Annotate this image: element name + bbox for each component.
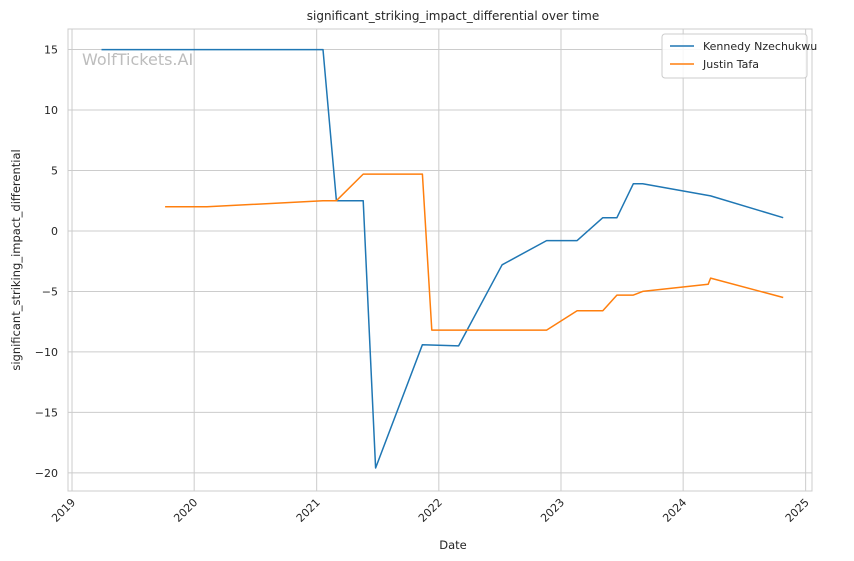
legend-box — [661, 33, 808, 79]
x-tick-label: 2019 — [49, 496, 78, 525]
y-tick-label: 10 — [44, 104, 58, 117]
y-tick-label: 5 — [51, 165, 58, 178]
series-lines — [101, 48, 784, 469]
legend-label-kennedy: Kennedy Nzechukwu — [703, 40, 817, 53]
x-tick-label: 2021 — [294, 496, 323, 525]
plot-area — [67, 28, 813, 492]
x-axis-title: Date — [439, 538, 467, 552]
series-line-kennedy — [101, 48, 784, 469]
chart-title: significant_striking_impact_differential… — [307, 9, 599, 23]
y-tick-label: 15 — [44, 44, 58, 57]
x-tick-label: 2025 — [783, 496, 812, 525]
grid-lines — [68, 29, 812, 491]
x-tick-label: 2020 — [171, 496, 200, 525]
y-tick-labels: 15 10 5 0 −5 −10 −15 −20 — [35, 44, 58, 480]
y-tick-label: −5 — [42, 285, 58, 298]
x-tick-labels: 2019 2020 2021 2022 2023 2024 2025 — [49, 496, 812, 525]
y-tick-label: 0 — [51, 225, 58, 238]
y-tick-label: −10 — [35, 346, 58, 359]
y-tick-label: −20 — [35, 467, 58, 480]
series-line-tafa — [165, 173, 784, 331]
x-tick-label: 2022 — [416, 496, 445, 525]
x-tick-label: 2023 — [538, 496, 567, 525]
y-tick-label: −15 — [35, 406, 58, 419]
legend: Kennedy Nzechukwu Justin Tafa — [661, 33, 817, 79]
x-tick-label: 2024 — [660, 496, 689, 525]
legend-label-tafa: Justin Tafa — [702, 58, 759, 71]
watermark: WolfTickets.AI — [82, 50, 193, 69]
y-axis-title: significant_striking_impact_differential — [9, 149, 23, 370]
